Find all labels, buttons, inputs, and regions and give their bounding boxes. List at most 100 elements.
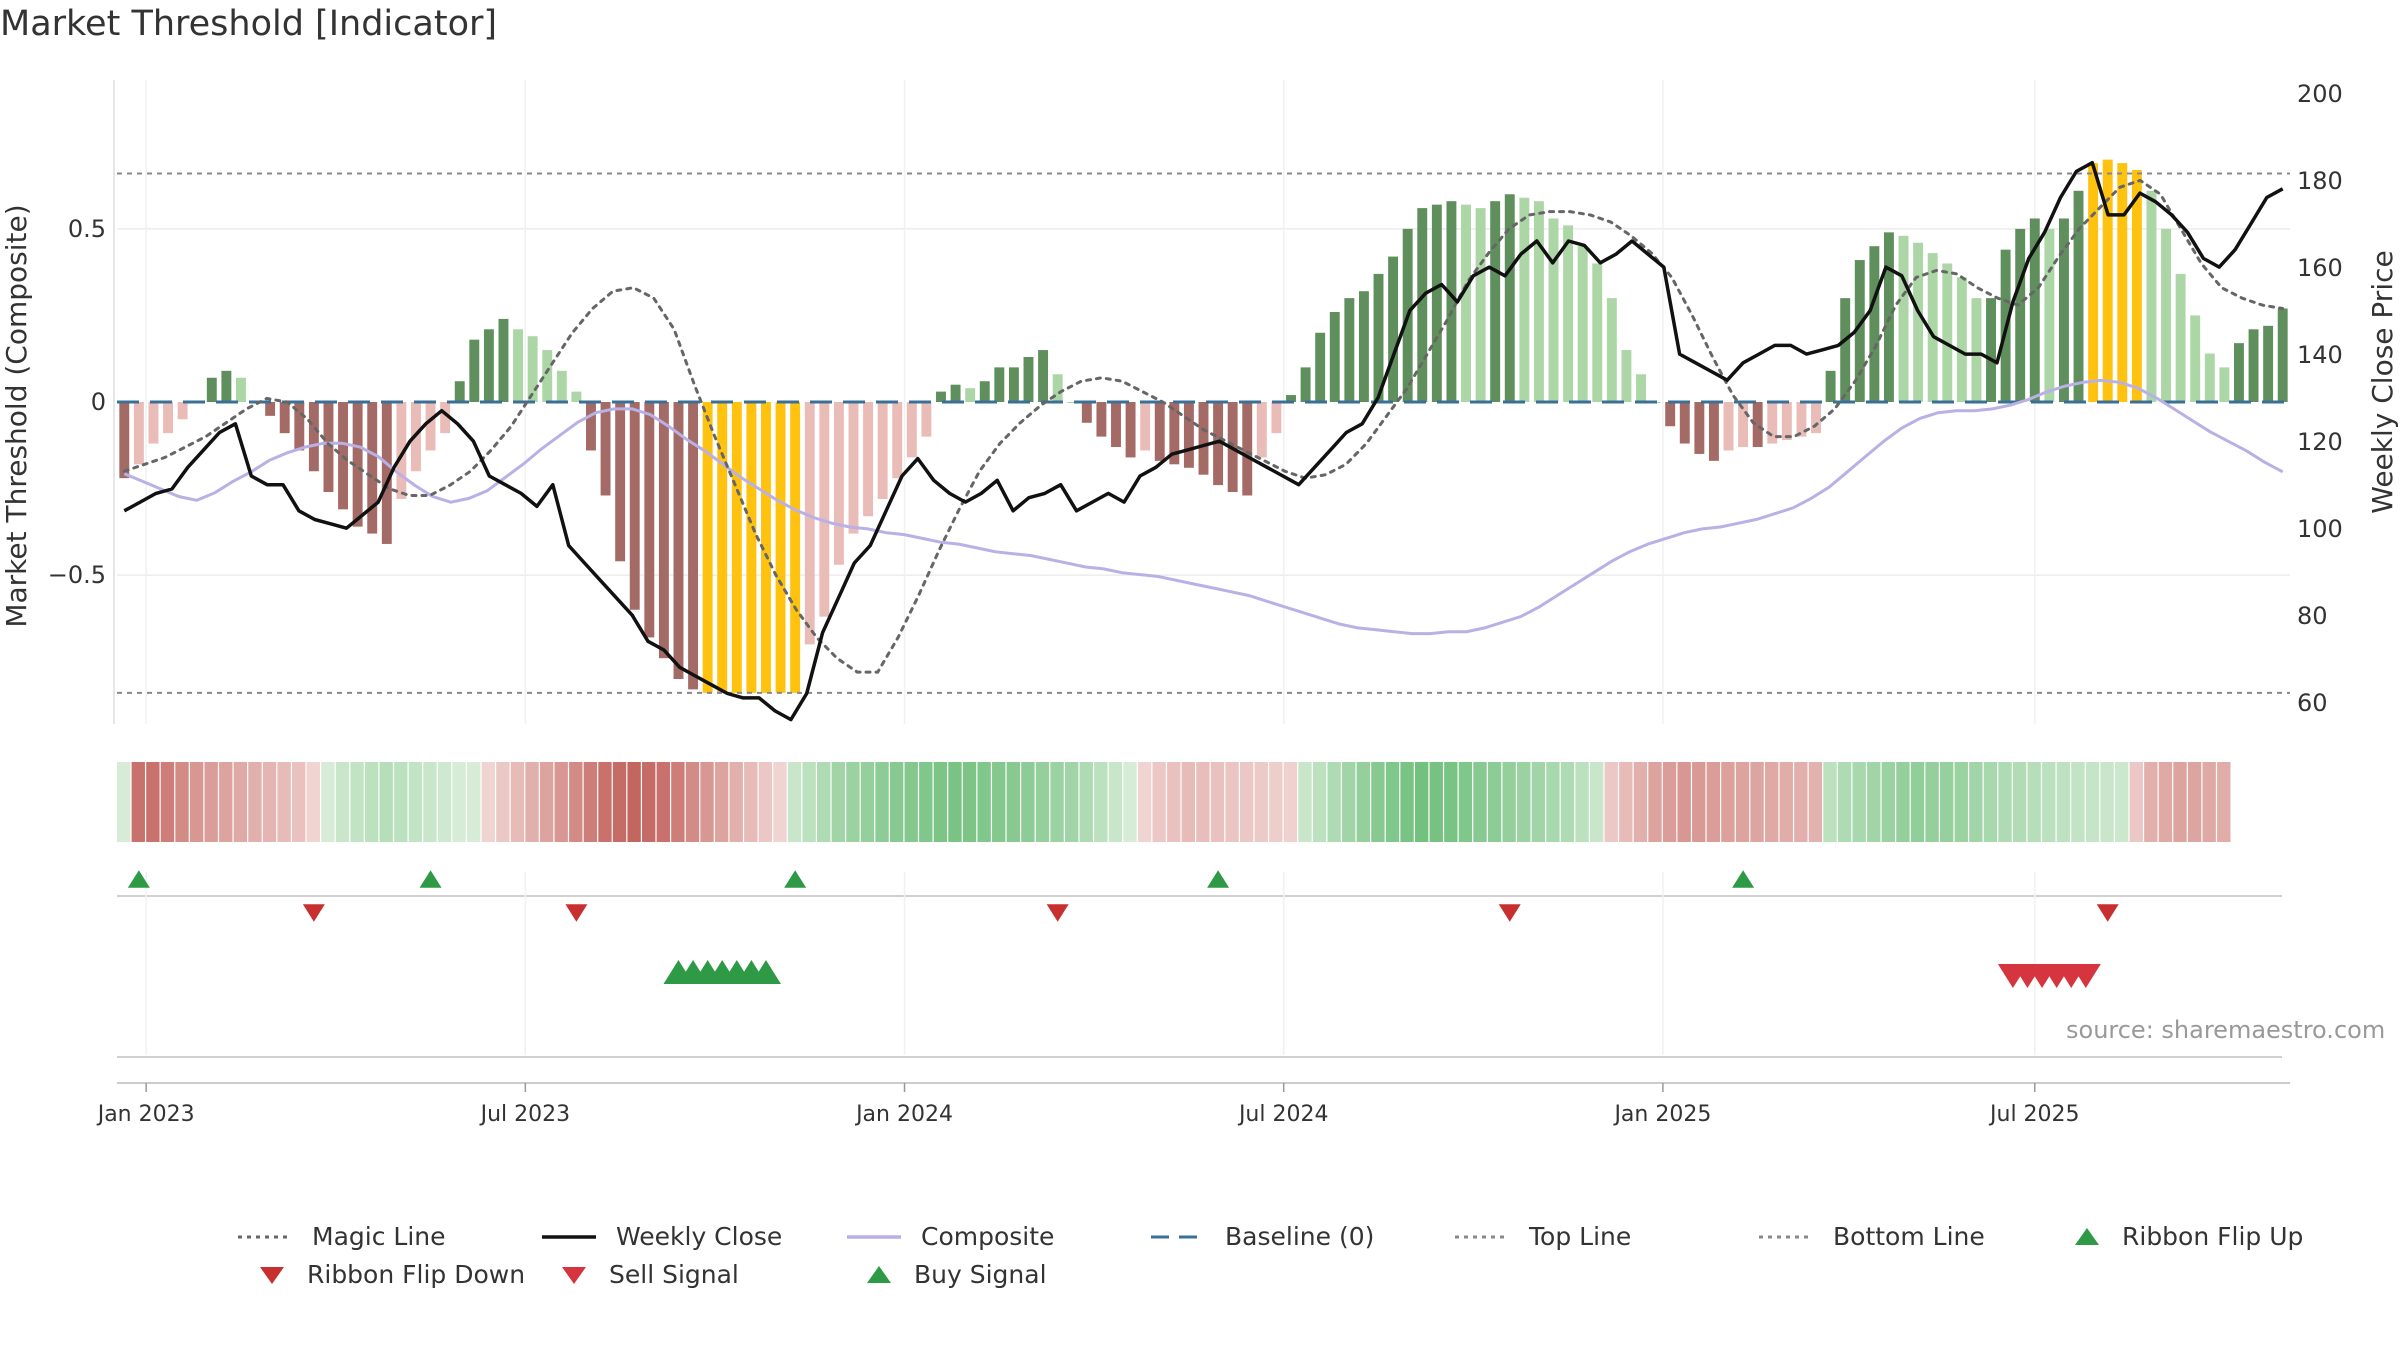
ribbon-cell <box>306 762 320 842</box>
ribbon-cell <box>2129 762 2143 842</box>
ribbon-cell <box>1385 762 1400 842</box>
ribbon-cell <box>1998 762 2012 842</box>
ribbon-cell <box>1021 762 1035 842</box>
ribbon-cell <box>787 762 802 842</box>
legend-item-flip_down: Ribbon Flip Down <box>255 1260 525 1289</box>
composite-bar <box>1665 402 1676 427</box>
ribbon-cell <box>1692 762 1706 842</box>
composite-bar <box>2029 218 2040 402</box>
ribbon-cell <box>2012 762 2027 842</box>
ribbon-cell <box>292 762 306 842</box>
ribbon-cell <box>219 762 233 842</box>
legend-item-buy: Buy Signal <box>862 1260 1047 1289</box>
y-left-tick-label: −0.5 <box>48 561 106 589</box>
composite-bar <box>1008 367 1019 402</box>
composite-bar <box>1694 402 1705 454</box>
y-right-tick-label: 120 <box>2297 428 2343 456</box>
ribbon-cell <box>1867 762 1881 842</box>
composite-bar <box>950 384 961 402</box>
legend-label: Composite <box>921 1222 1055 1251</box>
ribbon-cell <box>1312 762 1327 842</box>
x-tick-label: Jul 2023 <box>479 1102 571 1127</box>
composite-bar <box>483 329 494 402</box>
legend-item-magic: Magic Line <box>236 1222 446 1251</box>
composite-bar <box>1242 402 1253 496</box>
composite-bar <box>906 402 917 458</box>
ribbon-cell <box>700 762 714 842</box>
ribbon-cell <box>2114 762 2129 842</box>
composite-bar <box>1417 208 1428 402</box>
composite-bar <box>1446 201 1457 402</box>
ribbon-cell <box>1546 762 1560 842</box>
composite-bar <box>498 318 509 402</box>
composite-bar <box>2044 228 2055 402</box>
legend-label: Ribbon Flip Up <box>2122 1222 2304 1251</box>
buy-signal-marker <box>750 960 781 984</box>
composite-bar <box>119 402 130 479</box>
composite-bar <box>440 402 451 434</box>
composite-bar <box>761 402 771 693</box>
composite-bar <box>1679 402 1690 444</box>
ribbon-flip-up-marker <box>784 870 807 888</box>
x-axis: Jan 2023 Jul 2023 Jan 2024 Jul 2024 Jan 2025… <box>96 1082 2290 1127</box>
composite-bar <box>1461 204 1471 402</box>
ribbon-cell <box>1575 762 1589 842</box>
ribbon-cell <box>1983 762 1998 842</box>
ribbon-cell <box>1560 762 1575 842</box>
composite-bar <box>1942 263 1953 402</box>
composite-bar <box>586 402 596 451</box>
composite-bar <box>804 402 815 645</box>
close-legend-icon <box>540 1225 616 1249</box>
composite-bar <box>688 402 699 690</box>
ribbon-cell <box>1167 762 1181 842</box>
source-note: source: sharemaestro.com <box>2066 1016 2386 1044</box>
y-right-tick-label: 80 <box>2297 602 2328 630</box>
composite-bar <box>1344 298 1355 402</box>
ribbon-cell <box>1662 762 1677 842</box>
composite-bar <box>1971 298 1982 402</box>
legend-item-bottom: Bottom Line <box>1757 1222 1985 1251</box>
ribbon-cell <box>1356 762 1371 842</box>
ribbon-cell <box>2173 762 2187 842</box>
ribbon-cell <box>627 762 641 842</box>
ribbon-cell <box>1677 762 1691 842</box>
composite-bar <box>629 402 640 610</box>
composite-bar <box>1854 260 1865 402</box>
composite-bar <box>1081 402 1092 423</box>
ribbon-cell <box>802 762 816 842</box>
ribbon-cell <box>1619 762 1633 842</box>
ribbon-cell <box>598 762 612 842</box>
ribbon-cell <box>1633 762 1648 842</box>
composite-legend-icon <box>845 1225 921 1249</box>
ribbon-cell <box>773 762 787 842</box>
ribbon-cell <box>875 762 889 842</box>
composite-bar <box>1548 218 1559 402</box>
ribbon-cell <box>1050 762 1064 842</box>
composite-bar <box>1738 402 1749 448</box>
composite-bar <box>1490 201 1501 402</box>
composite-bar <box>1198 402 1209 475</box>
ribbon-cell <box>671 762 685 842</box>
ribbon-cell <box>379 762 393 842</box>
composite-bar <box>731 402 742 693</box>
ribbon-cell <box>481 762 495 842</box>
ribbon-cell <box>539 762 554 842</box>
legend-item-close: Weekly Close <box>540 1222 782 1251</box>
ribbon-cell <box>977 762 991 842</box>
y-right-tick-label: 140 <box>2297 341 2343 369</box>
ribbon-cell <box>1939 762 1954 842</box>
composite-bar <box>1825 370 1836 402</box>
ribbon-cell <box>1779 762 1793 842</box>
ribbon-cell <box>2202 762 2216 842</box>
legend-item-composite: Composite <box>845 1222 1054 1251</box>
composite-bar <box>2219 367 2230 402</box>
composite-bar <box>221 370 232 402</box>
composite-bar <box>1052 374 1063 402</box>
ribbon-cell <box>1925 762 1939 842</box>
composite-bar <box>1154 402 1165 461</box>
ribbon-cell <box>583 762 598 842</box>
ribbon-flip-down-marker <box>302 904 325 922</box>
ribbon-flip-up-marker <box>1732 870 1755 888</box>
composite-bar <box>1796 402 1807 437</box>
